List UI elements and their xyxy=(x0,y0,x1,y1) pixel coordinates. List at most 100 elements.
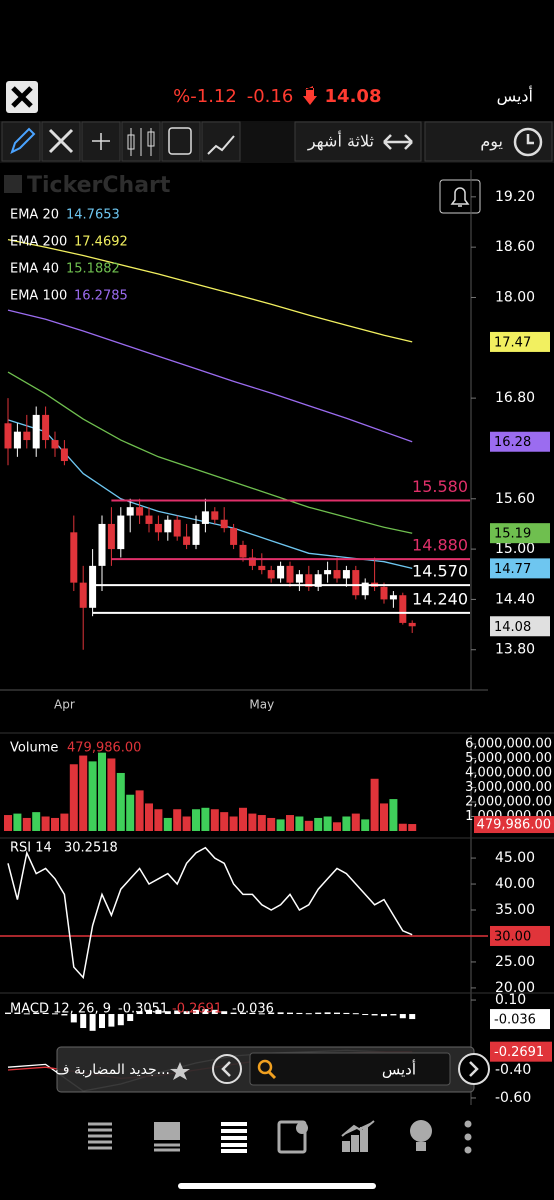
news-ticker[interactable]: جديد المضاربة ف... xyxy=(55,1062,170,1078)
price-tag-label: 14.08 xyxy=(494,620,531,635)
macd-bar xyxy=(315,1012,322,1015)
search-symbol[interactable]: أديس xyxy=(382,1060,416,1079)
close-button-part[interactable] xyxy=(11,86,33,108)
volume-bar xyxy=(276,819,285,831)
alert-button[interactable] xyxy=(439,179,481,214)
macd-bar xyxy=(240,1012,246,1015)
watermark-logo xyxy=(4,175,22,193)
macd-bar xyxy=(249,1012,256,1015)
y-tick-label: 2,000,000.00 xyxy=(465,794,552,809)
legend-name: RSI 14 xyxy=(10,841,52,856)
nav-ideas-part[interactable] xyxy=(416,1142,426,1151)
period-button-part[interactable] xyxy=(383,134,413,150)
candle-body xyxy=(173,519,181,537)
toolbar-part xyxy=(207,135,235,155)
alert-button-part[interactable] xyxy=(439,179,481,214)
volume-bar xyxy=(304,820,313,831)
candle-body xyxy=(89,565,97,608)
home-indicator xyxy=(178,1183,376,1189)
period-button[interactable] xyxy=(294,121,422,162)
nav-more[interactable] xyxy=(464,1120,472,1154)
close-button[interactable] xyxy=(6,81,38,113)
nav-watchlist[interactable] xyxy=(88,1122,112,1150)
bottom-nav xyxy=(0,1105,554,1200)
rsi-line xyxy=(7,846,413,980)
macd-bar xyxy=(155,1009,162,1015)
macd-bar xyxy=(61,1014,68,1016)
toolbar-part xyxy=(127,134,135,150)
candle-body xyxy=(230,528,238,545)
level-label: 15.580 xyxy=(412,477,468,496)
nav-ideas-part[interactable] xyxy=(410,1120,432,1142)
alert-button-part[interactable] xyxy=(450,187,470,207)
macd-bar xyxy=(381,1014,387,1017)
candle-body xyxy=(361,582,369,596)
macd-bar xyxy=(23,1013,30,1015)
volume-bar xyxy=(220,812,229,831)
volume-bar xyxy=(192,809,200,831)
nav-chart-part[interactable] xyxy=(221,1122,247,1153)
candle-body xyxy=(201,511,209,524)
nav-tools-part[interactable] xyxy=(277,1120,307,1154)
price-tag-label: 14.77 xyxy=(494,562,531,577)
nav-market-part[interactable] xyxy=(154,1122,180,1140)
nav-analysis[interactable] xyxy=(341,1120,375,1152)
nav-tools-part[interactable] xyxy=(296,1122,308,1134)
macd-bar xyxy=(305,1013,312,1015)
level-label: 14.240 xyxy=(412,589,468,608)
nav-ideas[interactable] xyxy=(410,1120,432,1151)
candle-body xyxy=(258,565,266,571)
candle-body xyxy=(32,414,40,449)
x-tick-label: Apr xyxy=(54,698,75,712)
nav-market[interactable] xyxy=(154,1122,180,1152)
candle-body xyxy=(60,448,68,462)
nav-watchlist-part[interactable] xyxy=(88,1122,112,1150)
macd-bar xyxy=(268,1012,275,1015)
y-tick-label: 13.80 xyxy=(495,642,535,658)
nav-more-part[interactable] xyxy=(464,1120,472,1128)
nav-more-part[interactable] xyxy=(464,1146,472,1154)
macd-bar xyxy=(146,1009,152,1015)
macd-bar xyxy=(324,1012,331,1015)
candle-body xyxy=(277,565,285,579)
macd-bar xyxy=(230,1012,237,1015)
candle-body xyxy=(23,431,31,441)
volume-bar xyxy=(314,817,323,831)
volume-bar xyxy=(257,815,266,831)
macd-bar xyxy=(5,1012,11,1015)
interval-button-part[interactable] xyxy=(513,127,543,157)
nav-analysis-part[interactable] xyxy=(341,1120,375,1152)
candle-body xyxy=(352,570,360,596)
macd-bar xyxy=(117,1014,124,1026)
period-label: ثلاثة أشهر xyxy=(307,131,374,152)
interval-button[interactable] xyxy=(424,121,553,162)
candle-body xyxy=(220,519,228,529)
macd-bar xyxy=(287,1012,293,1015)
y-tick-label: 20.00 xyxy=(495,980,535,996)
macd-bar xyxy=(164,1011,171,1015)
interval-button-part[interactable] xyxy=(526,134,534,145)
macd-bar xyxy=(277,1012,284,1015)
change-percent: %-1.12 xyxy=(173,86,237,107)
signal-tag-label: -0.2691 xyxy=(494,1045,544,1060)
candle-body xyxy=(286,565,294,583)
macd-bar xyxy=(352,1013,359,1015)
nav-more-part[interactable] xyxy=(464,1133,472,1141)
level-label: 14.570 xyxy=(412,562,468,581)
candle-body xyxy=(239,544,247,558)
y-tick-label: 18.60 xyxy=(495,239,535,255)
macd-bar xyxy=(89,1014,96,1031)
nav-chart[interactable] xyxy=(221,1122,247,1153)
macd-bar xyxy=(33,1012,40,1015)
volume-bar xyxy=(173,809,182,831)
legend-value: 17.4692 xyxy=(74,235,128,250)
nav-tools[interactable] xyxy=(277,1120,308,1154)
ema-line xyxy=(7,238,413,343)
price: 14.08 xyxy=(325,86,382,107)
nav-market-part[interactable] xyxy=(154,1143,180,1152)
macd-bar xyxy=(221,1011,228,1015)
candle-body xyxy=(79,582,87,608)
legend-value: 16.2785 xyxy=(74,289,128,304)
y-tick-label: -0.60 xyxy=(495,1090,531,1106)
